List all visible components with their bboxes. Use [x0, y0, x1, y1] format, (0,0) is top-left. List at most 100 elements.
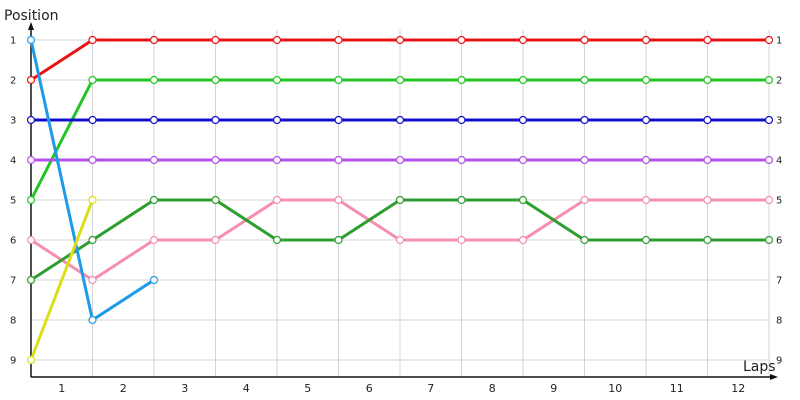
series-5-point: [703, 195, 712, 205]
series-2-point: [395, 75, 405, 85]
x-axis-arrow-icon: [770, 374, 778, 380]
series-2-point: [703, 75, 712, 85]
series-5-point: [26, 235, 36, 245]
series-5-point: [334, 195, 343, 205]
series-6-point: [641, 235, 651, 245]
y-tick-label-left: 9: [10, 356, 16, 367]
series-4-point: [395, 155, 405, 165]
series-3-point: [334, 115, 343, 125]
y-tick-label-right: 7: [776, 276, 782, 287]
series-4-point: [518, 155, 528, 165]
series-5-point: [272, 195, 282, 205]
series-3-point: [149, 115, 159, 125]
series-2-point: [641, 75, 651, 85]
series-5-point: [518, 235, 528, 245]
series-3-point: [88, 115, 97, 125]
x-tick-label: 5: [304, 382, 311, 395]
y-tick-label-left: 7: [10, 276, 16, 287]
y-axis-arrow-icon: [28, 22, 34, 30]
series-1-point: [334, 35, 343, 45]
series-1-point: [395, 35, 405, 45]
series-3-point: [272, 115, 282, 125]
series-1-point: [88, 35, 97, 45]
series-4-point: [26, 155, 36, 165]
series-1-point: [211, 35, 220, 45]
series-5-point: [641, 195, 651, 205]
series-3-point: [641, 115, 651, 125]
series-1-point: [272, 35, 282, 45]
y-tick-label-right: 1: [776, 36, 782, 47]
series-2-point: [211, 75, 220, 85]
series-1-point: [149, 35, 159, 45]
x-tick-label: 2: [120, 382, 127, 395]
series-3-point: [211, 115, 220, 125]
series-6-point: [518, 195, 528, 205]
x-tick-label: 10: [608, 382, 622, 395]
series-7-point: [149, 275, 159, 285]
series-1-point: [518, 35, 528, 45]
y-tick-label-right: 8: [776, 316, 782, 327]
series-6-point: [88, 235, 97, 245]
y-tick-label-left: 2: [10, 76, 16, 87]
series-2-point: [88, 75, 97, 85]
series-8-point: [26, 355, 36, 365]
y-tick-label-right: 3: [776, 116, 782, 127]
x-tick-label: 8: [489, 382, 496, 395]
series-1-point: [580, 35, 589, 45]
series-3-point: [764, 115, 774, 125]
series-3-point: [457, 115, 466, 125]
y-tick-label-left: 6: [10, 236, 16, 247]
series-6-point: [457, 195, 466, 205]
tick-labels: 1 12 23 34 45 56 67 78 89 91 2 3 4 5 6 7 8 9 10 11 12: [10, 36, 782, 396]
y-tick-label-left: 8: [10, 316, 16, 327]
x-tick-label: 9: [550, 382, 557, 395]
series-6-point: [703, 235, 712, 245]
series-6-point: [211, 195, 220, 205]
y-tick-label-left: 4: [10, 156, 16, 167]
series-6-point: [149, 195, 159, 205]
y-tick-label-left: 3: [10, 116, 16, 127]
series-1-point: [641, 35, 651, 45]
series-6-point: [764, 235, 774, 245]
y-tick-label-right: 5: [776, 196, 782, 207]
series-5-point: [88, 275, 97, 285]
y-axis-title: Position: [4, 8, 59, 24]
series-4-point: [88, 155, 97, 165]
series-2-point: [580, 75, 589, 85]
series-6-point: [395, 195, 405, 205]
y-tick-label-right: 6: [776, 236, 782, 247]
series-5-point: [211, 235, 220, 245]
series-4-point: [334, 155, 343, 165]
series-4-point: [703, 155, 712, 165]
series-4-point: [272, 155, 282, 165]
series-8-point: [88, 195, 97, 205]
x-tick-label: 3: [181, 382, 188, 395]
series-6-point: [580, 235, 589, 245]
series-3-point: [26, 115, 36, 125]
series-6-point: [272, 235, 282, 245]
series-2-point: [272, 75, 282, 85]
series-5-point: [395, 235, 405, 245]
y-tick-label-right: 9: [776, 356, 782, 367]
series-4-point: [211, 155, 220, 165]
series-3-point: [703, 115, 712, 125]
series-1-point: [703, 35, 712, 45]
series-4-point: [457, 155, 466, 165]
x-tick-label: 1: [58, 382, 65, 395]
series-4-point: [641, 155, 651, 165]
series-5-point: [457, 235, 466, 245]
series-2-point: [149, 75, 159, 85]
series-3-point: [580, 115, 589, 125]
series-2-point: [457, 75, 466, 85]
series-7-point: [26, 35, 36, 45]
y-tick-label-right: 4: [776, 156, 782, 167]
series-4-point: [580, 155, 589, 165]
series-1-point: [764, 35, 774, 45]
x-tick-label: 7: [427, 382, 434, 395]
series-lines: [26, 35, 774, 365]
x-tick-label: 4: [243, 382, 250, 395]
series-2-point: [334, 75, 343, 85]
series-3-point: [518, 115, 528, 125]
series-line-8: [29, 198, 94, 362]
